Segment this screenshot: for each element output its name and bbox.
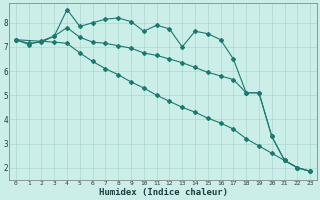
X-axis label: Humidex (Indice chaleur): Humidex (Indice chaleur) (99, 188, 228, 197)
